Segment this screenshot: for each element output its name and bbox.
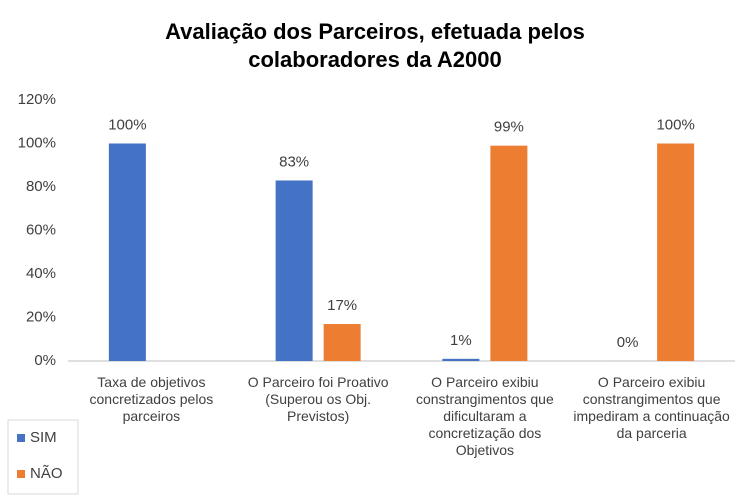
x-tick-label: O Parceiro exibiu constrangimentos que i… (573, 374, 730, 441)
legend-label: NÃO (30, 465, 63, 482)
x-tick-label: Taxa de objetivos concretizados pelos pa… (89, 374, 214, 424)
legend-swatch (17, 434, 25, 442)
data-label: 99% (494, 119, 524, 136)
y-tick-label: 20% (26, 308, 56, 325)
bar (275, 180, 313, 361)
y-tick-label: 100% (18, 134, 56, 151)
legend-box (7, 419, 79, 495)
y-tick-label: 60% (26, 221, 56, 238)
legend-swatch (17, 470, 25, 478)
y-tick-label: 0% (34, 352, 56, 369)
y-tick-label: 80% (26, 178, 56, 195)
x-tick-label: O Parceiro exibiu constrangimentos que d… (415, 374, 554, 458)
data-label: 83% (279, 153, 309, 170)
bar (490, 145, 528, 361)
bar (657, 143, 695, 361)
y-tick-label: 120% (18, 91, 56, 108)
data-label: 17% (327, 297, 357, 314)
data-label: 100% (108, 116, 146, 133)
data-label: 0% (617, 334, 639, 351)
legend-label: SIM (30, 429, 57, 446)
chart-title: Avaliação dos Parceiros, efetuada pelos … (165, 19, 585, 72)
data-label: 1% (450, 332, 472, 349)
bar (442, 358, 480, 361)
x-tick-label: O Parceiro foi Proativo (Superou os Obj.… (247, 374, 389, 424)
bar (323, 324, 361, 361)
bar (108, 143, 146, 361)
data-label: 100% (656, 116, 694, 133)
y-tick-label: 40% (26, 265, 56, 282)
